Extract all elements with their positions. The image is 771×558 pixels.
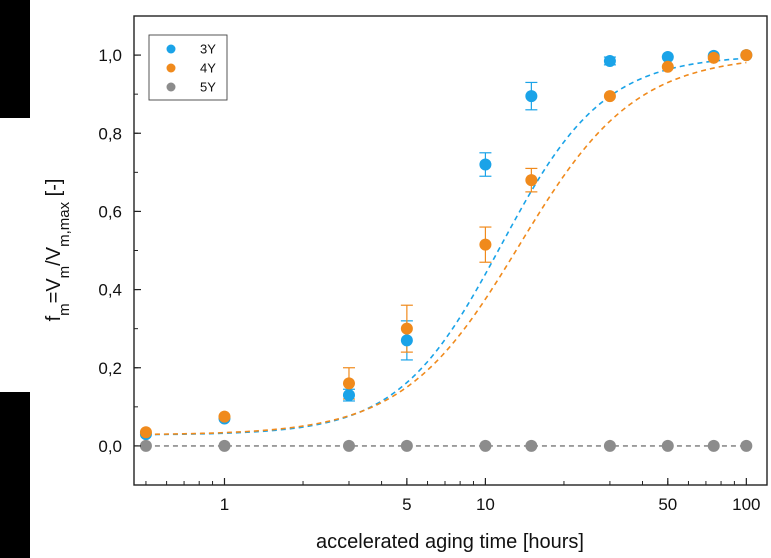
data-point-5y	[139, 439, 152, 452]
y-label-part-2: =V	[43, 278, 65, 304]
legend-box	[148, 34, 228, 101]
legend-label-3y: 3Y	[200, 42, 216, 57]
x-tick-label: 1	[220, 495, 229, 514]
error-bars	[342, 56, 616, 402]
data-point-5y	[707, 439, 720, 452]
data-point-3y	[400, 334, 413, 347]
y-label-part-0: f	[43, 315, 65, 321]
data-point-5y	[740, 439, 753, 452]
data-point-4y	[525, 174, 538, 187]
legend-marker-5y	[166, 82, 176, 92]
y-axis-ticks: 0,0 0,2 0,4 0,6 0,8 1,0	[98, 15, 141, 486]
data-point-4y	[661, 60, 674, 73]
data-point-4y	[218, 410, 231, 423]
data-points	[139, 49, 753, 452]
data-point-5y	[400, 439, 413, 452]
legend-marker-4y	[166, 63, 176, 73]
data-point-4y	[342, 377, 355, 390]
x-tick-label: 100	[732, 495, 760, 514]
data-point-4y	[139, 426, 152, 439]
y-tick-label: 0,6	[98, 202, 122, 221]
data-point-5y	[603, 439, 616, 452]
x-tick-label: 10	[476, 495, 495, 514]
data-point-3y	[525, 90, 538, 103]
data-point-4y	[400, 322, 413, 335]
x-axis-label: accelerated aging time [hours]	[316, 531, 584, 553]
data-point-5y	[479, 439, 492, 452]
data-point-3y	[479, 158, 492, 171]
data-point-4y	[707, 51, 720, 64]
x-tick-label: 5	[402, 495, 411, 514]
y-label-part-1: m	[56, 303, 73, 316]
legend-label-5y: 5Y	[200, 80, 216, 95]
data-point-5y	[342, 439, 355, 452]
data-point-4y	[479, 238, 492, 251]
data-point-3y	[603, 54, 616, 67]
data-point-5y	[218, 439, 231, 452]
fit-curve-1	[145, 61, 747, 436]
data-point-5y	[661, 439, 674, 452]
x-axis-ticks: 1 5 10 50 100	[145, 478, 761, 514]
y-label-part-3: m	[56, 266, 73, 279]
y-label-part-6: [-]	[43, 179, 65, 202]
legend: 3Y 4Y 5Y	[148, 34, 228, 101]
y-tick-label: 0,8	[98, 124, 122, 143]
y-axis-label: fm=Vm/Vm,max [-]	[43, 179, 73, 322]
y-tick-label: 0,4	[98, 281, 122, 300]
data-point-4y	[603, 90, 616, 103]
data-point-5y	[525, 439, 538, 452]
y-label-part-4: /V	[43, 246, 65, 266]
left-edge-bar-bottom	[0, 392, 30, 558]
fit-curves	[145, 57, 747, 447]
legend-label-4y: 4Y	[200, 61, 216, 76]
legend-marker-3y	[166, 44, 176, 54]
x-tick-label: 50	[658, 495, 677, 514]
data-point-3y	[342, 389, 355, 402]
data-point-3y	[661, 51, 674, 64]
left-edge-bar-top	[0, 0, 30, 118]
fit-curve-0	[145, 57, 747, 436]
data-point-4y	[740, 49, 753, 62]
y-label-part-5: m,max	[56, 201, 73, 247]
y-tick-label: 0,2	[98, 359, 122, 378]
y-tick-label: 0,0	[98, 437, 122, 456]
y-tick-label: 1,0	[98, 46, 122, 65]
